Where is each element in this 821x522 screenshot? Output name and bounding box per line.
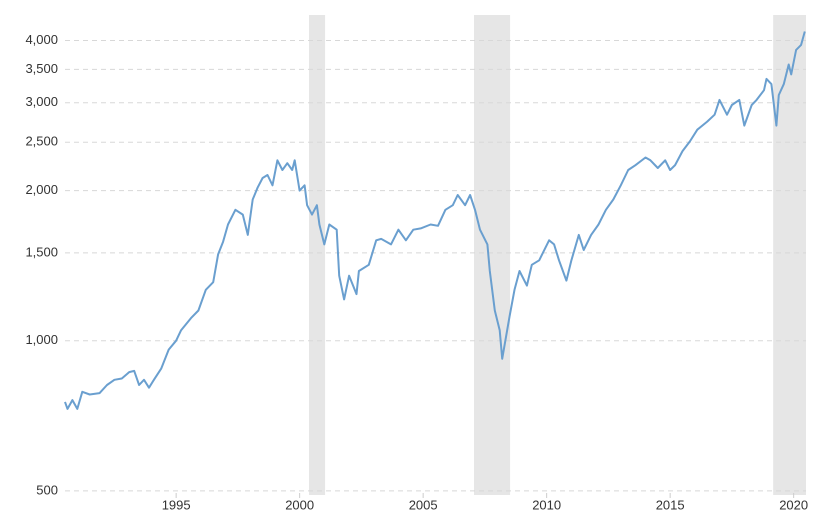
y-tick-label: 4,000 (25, 32, 58, 47)
y-tick-label: 3,500 (25, 61, 58, 76)
y-tick-label: 3,000 (25, 94, 58, 109)
y-tick-label: 2,500 (25, 134, 58, 149)
x-tick-label: 2000 (285, 497, 314, 512)
x-tick-label: 2005 (409, 497, 438, 512)
x-tick-label: 1995 (162, 497, 191, 512)
y-tick-label: 500 (36, 482, 58, 497)
y-tick-label: 2,000 (25, 182, 58, 197)
recession-band (474, 15, 511, 495)
price-line (64, 31, 806, 410)
y-tick-label: 1,000 (25, 332, 58, 347)
x-tick-label: 2015 (656, 497, 685, 512)
y-tick-label: 1,500 (25, 244, 58, 259)
recession-band (773, 15, 806, 495)
x-tick-label: 2020 (779, 497, 808, 512)
recession-band (309, 15, 326, 495)
x-tick-label: 2010 (532, 497, 561, 512)
